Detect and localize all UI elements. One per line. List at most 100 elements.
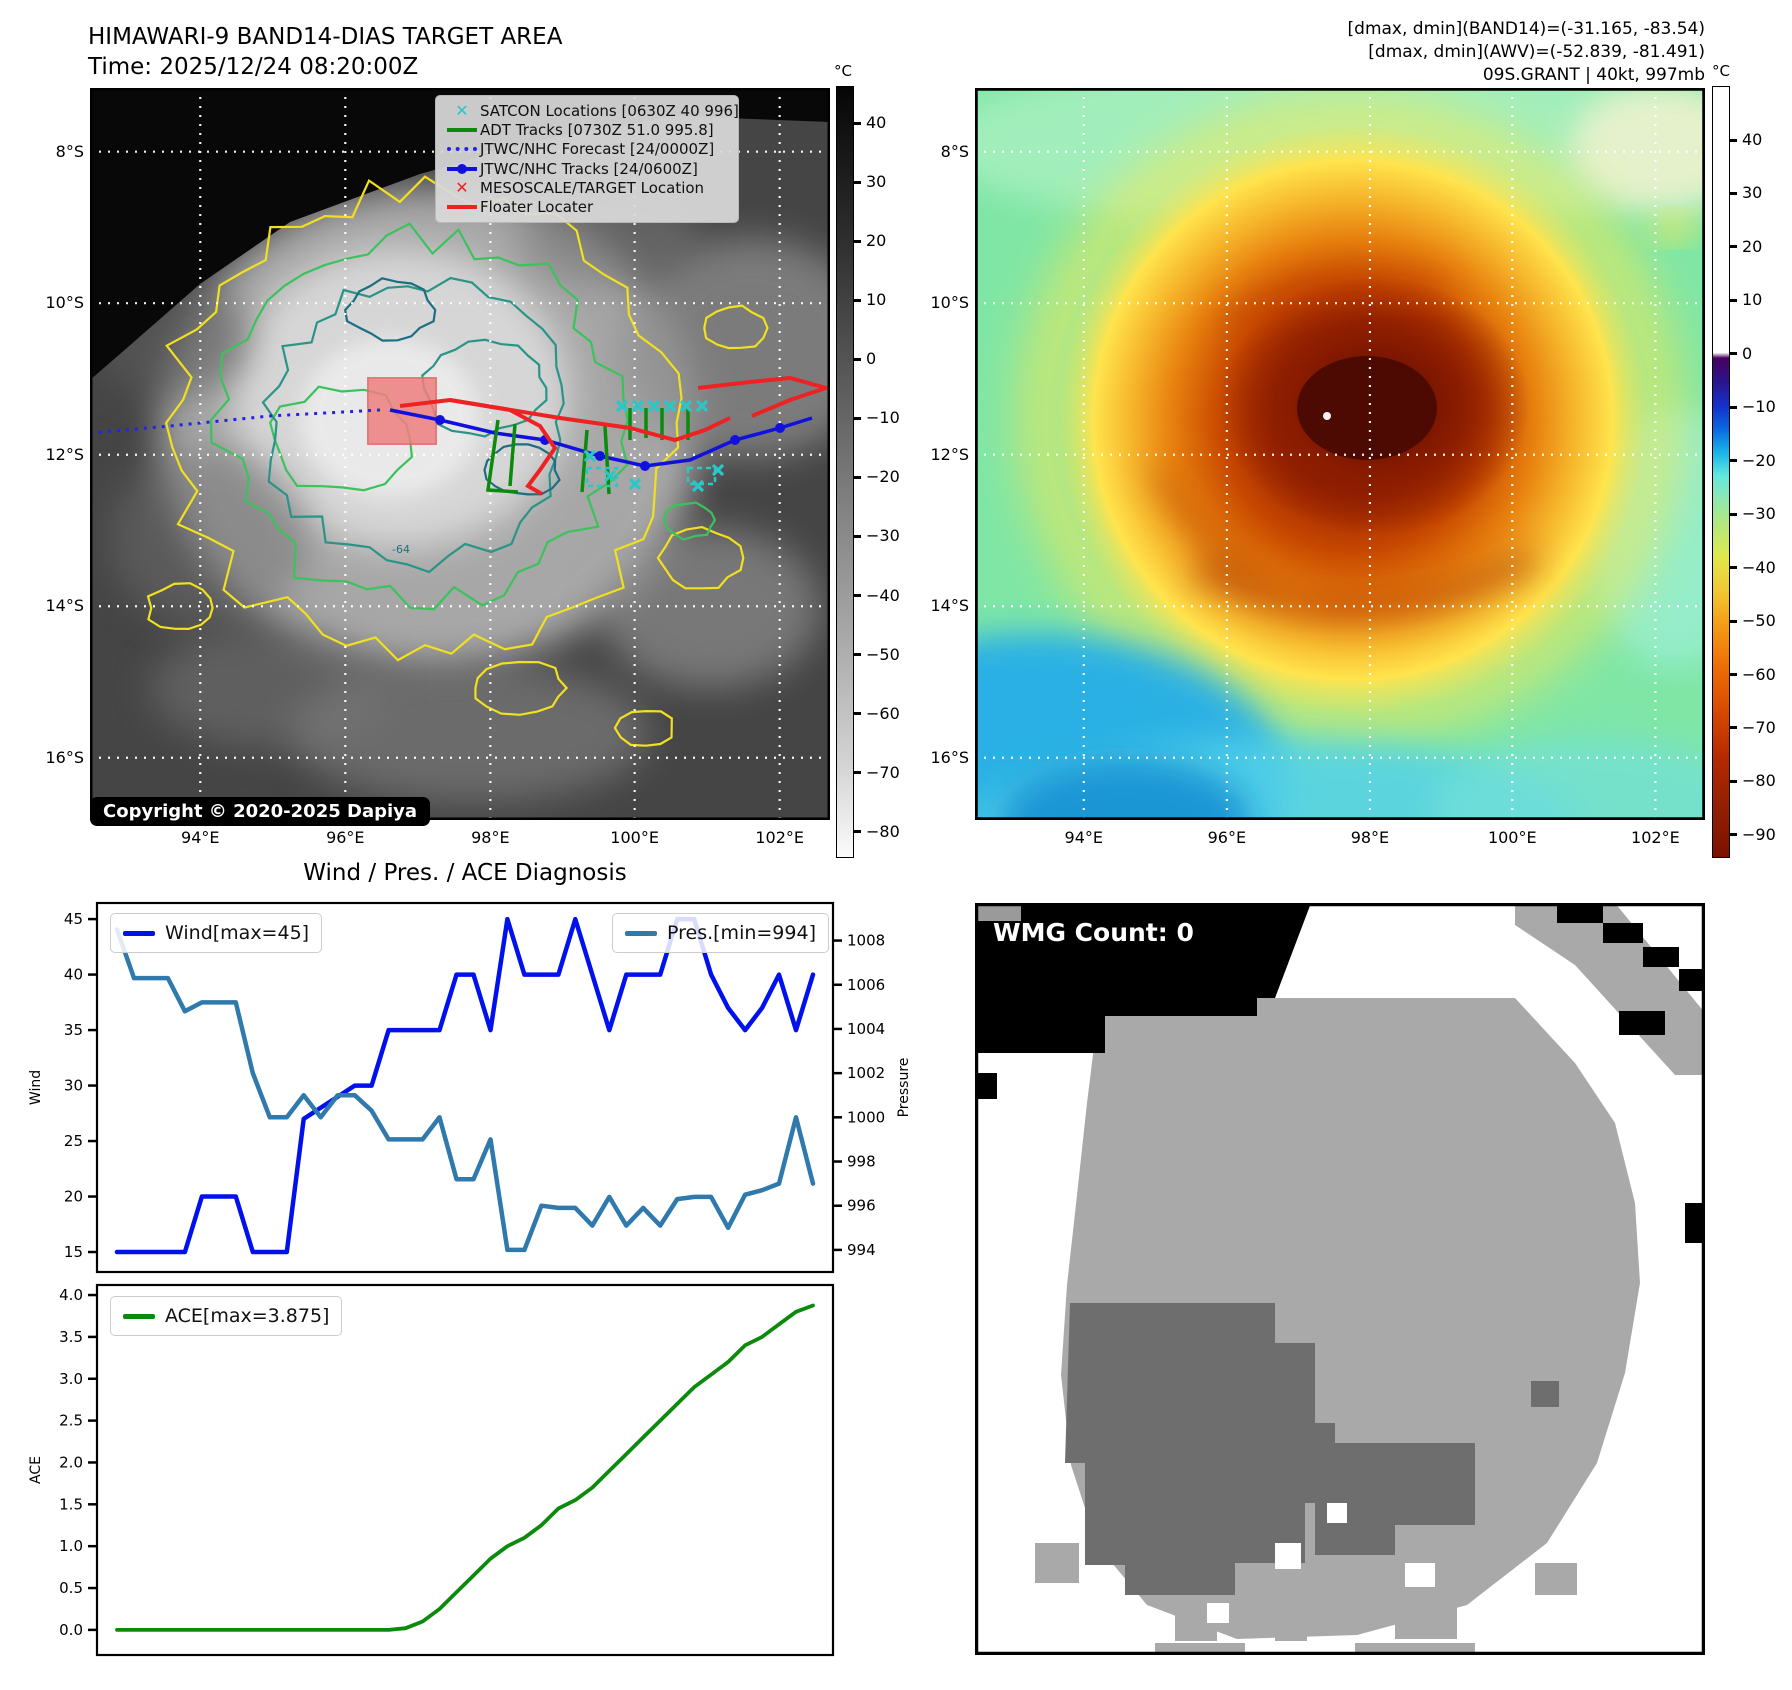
lat-tick-label: 12°S [930, 444, 969, 464]
legend-item-label: Floater Locater [480, 198, 594, 217]
colorbar-tick-label: 40 [1742, 130, 1763, 150]
colorbar-tick-mark [854, 534, 861, 538]
y-tick-label: 0.0 [59, 1621, 83, 1639]
y-tick-label: 4.0 [59, 1286, 83, 1304]
colorbar-tick-label: 30 [866, 172, 887, 192]
y-tick-label: 1.5 [59, 1495, 83, 1513]
y-axis-label: ACE [28, 1456, 44, 1484]
legend-line-icon [625, 930, 657, 936]
legend-series-label: Wind[max=45] [165, 922, 310, 944]
colorbar-tick-label: 40 [866, 113, 887, 133]
legend-item-label: JTWC/NHC Tracks [24/0600Z] [480, 159, 698, 178]
colorbar-tick-label: −10 [1742, 397, 1776, 417]
lon-tick-label: 100°E [610, 828, 659, 847]
awv-satellite-map [975, 88, 1705, 820]
lat-tick-label: 14°S [930, 596, 969, 616]
y-tick-label: 45 [64, 910, 83, 928]
wmg-white-holes [1207, 1503, 1435, 1623]
stats-block: [dmax, dmin](BAND14)=(-31.165, -83.54) [… [1100, 18, 1705, 87]
colorbar-tick-label: −60 [866, 703, 900, 723]
colorbar-tick-label: −30 [866, 526, 900, 546]
contour-value-label: -64 [392, 543, 410, 556]
colorbar-tick-mark [1730, 566, 1737, 570]
colorbar-tick-mark [1730, 138, 1737, 142]
colorbar-tick-label: 20 [1742, 236, 1763, 256]
colorbar-tick-mark [854, 298, 861, 302]
lat-tick-label: 10°S [45, 293, 84, 313]
spiral-bands [1147, 272, 1542, 622]
line-dot-icon [444, 163, 480, 174]
lon-tick-label: 96°E [326, 828, 365, 847]
legend-item-label: JTWC/NHC Forecast [24/0000Z] [480, 140, 715, 159]
colorbar-tick-label: 10 [866, 290, 887, 310]
lon-tick-label: 102°E [755, 828, 804, 847]
y-tick-label: 2.5 [59, 1412, 83, 1430]
colorbar-tick-mark [1730, 298, 1737, 302]
colorbar-tick-label: −70 [1742, 717, 1776, 737]
copyright-badge: Copyright © 2020-2025 Dapiya [90, 797, 431, 826]
colorbar-tick-label: −40 [866, 585, 900, 605]
colorbar-tick-mark [1730, 726, 1737, 730]
stat-awv: [dmax, dmin](AWV)=(-52.839, -81.491) [1368, 42, 1705, 62]
legend-item: JTWC/NHC Forecast [24/0000Z] [444, 140, 730, 159]
map-legend: ✕ SATCON Locations [0630Z 40 996] ADT Trac… [435, 95, 739, 223]
band14-colorbar-unit: °C [834, 62, 852, 80]
awv-colorbar-unit: °C [1712, 62, 1730, 80]
series-ACE[max=3.875] [115, 1303, 815, 1632]
legend-item-label: ADT Tracks [0730Z 51.0 995.8] [480, 120, 714, 139]
dotted-line-icon [444, 147, 480, 152]
lon-tick-label: 96°E [1207, 828, 1247, 847]
colorbar-tick-mark [1730, 779, 1737, 783]
line-icon [444, 205, 480, 210]
colorbar-tick-mark [854, 357, 861, 361]
colorbar-tick-label: 30 [1742, 183, 1763, 203]
lon-tick-label: 94°E [1064, 828, 1103, 847]
colorbar-tick-mark [1730, 352, 1737, 356]
legend-item-label: MESOSCALE/TARGET Location [480, 178, 705, 197]
lat-tick-label: 16°S [45, 747, 84, 767]
stat-band14: [dmax, dmin](BAND14)=(-31.165, -83.54) [1347, 19, 1705, 39]
colorbar-tick-label: −50 [1742, 611, 1776, 631]
colorbar-tick-label: −70 [866, 762, 900, 782]
y2-tick-label: 994 [847, 1241, 876, 1259]
y-tick-label: 3.5 [59, 1328, 83, 1346]
y2-tick-label: 1006 [847, 976, 885, 994]
floater-track [399, 375, 830, 496]
satcon-markers [583, 399, 725, 493]
y-tick-label: 3.0 [59, 1370, 83, 1388]
awv-colorbar [1712, 86, 1730, 858]
pressure-legend: Pres.[min=994] [612, 913, 829, 953]
lon-tick-label: 98°E [471, 828, 510, 847]
legend-series-label: ACE[max=3.875] [165, 1305, 330, 1327]
colorbar-tick-mark [1730, 512, 1737, 516]
chart-frame [95, 1283, 835, 1657]
legend-line-icon [123, 930, 155, 936]
legend-series-label: Pres.[min=994] [667, 922, 816, 944]
y2-tick-label: 1000 [847, 1108, 885, 1126]
legend-line-icon [123, 1313, 155, 1319]
wind-legend: Wind[max=45] [110, 913, 323, 953]
y-tick-label: 40 [64, 966, 83, 984]
colorbar-tick-label: 0 [1742, 343, 1753, 363]
lon-tick-label: 102°E [1631, 828, 1680, 847]
colorbar-tick-mark [854, 712, 861, 716]
colorbar-tick-label: −20 [866, 467, 900, 487]
colorbar-tick-mark [1730, 833, 1737, 837]
colorbar-tick-label: −20 [1742, 450, 1776, 470]
no-data-wedge [90, 88, 830, 380]
lon-tick-label: 98°E [1350, 828, 1390, 847]
colorbar-tick-mark [854, 180, 861, 184]
y-tick-label: 1.0 [59, 1537, 83, 1555]
y-tick-label: 35 [64, 1021, 83, 1039]
series-Pres.[min=994] [114, 927, 816, 1253]
eye-dot [1323, 412, 1331, 420]
wmg-dark-blob [1065, 1303, 1559, 1595]
colorbar-tick-label: −10 [866, 408, 900, 428]
colorbar-tick-label: −80 [866, 821, 900, 841]
colorbar-tick-mark [1730, 619, 1737, 623]
series-Wind[max=45] [114, 916, 816, 1255]
legend-item: ✕ SATCON Locations [0630Z 40 996] [444, 101, 739, 120]
wmg-count-label: WMG Count: 0 [993, 918, 1194, 947]
colorbar-tick-label: −40 [1742, 557, 1776, 577]
legend-item-label: SATCON Locations [0630Z 40 996] [480, 101, 739, 120]
